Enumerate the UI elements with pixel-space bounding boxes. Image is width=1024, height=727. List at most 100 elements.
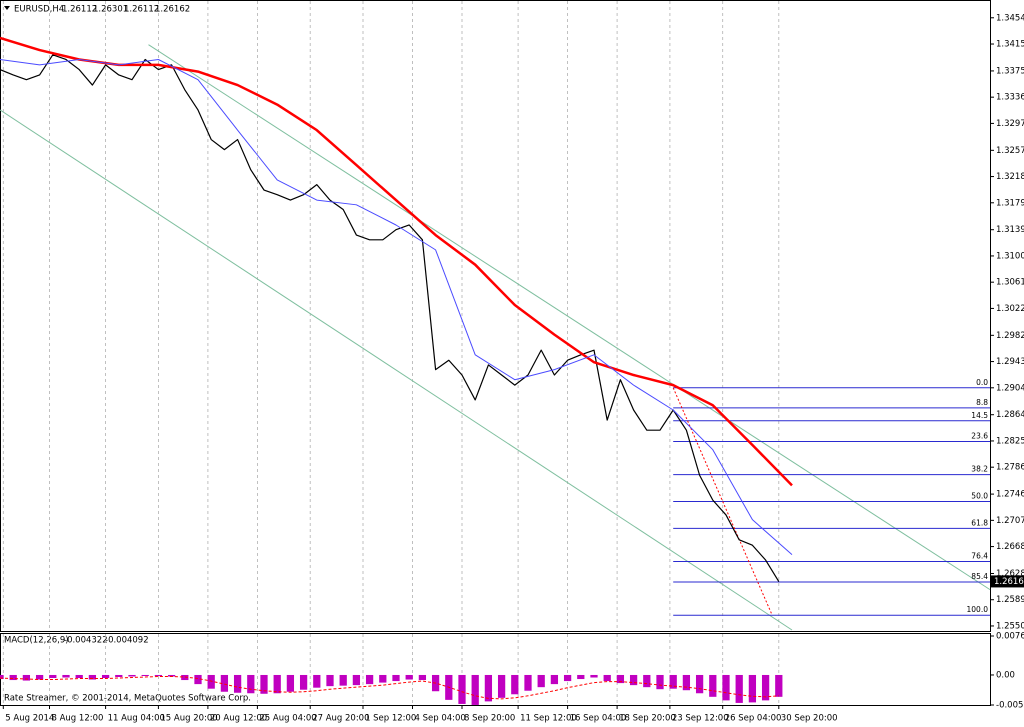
macd-bar [418,674,427,681]
y-tick-label: 1.25890 [996,595,1024,605]
fibo-label: 0.0 [976,378,988,387]
macd-bar [0,674,4,680]
macd-bar [563,674,572,682]
x-tick-label: 20 Aug 12:00 [210,714,267,724]
macd-bar [365,674,374,685]
macd-bar [88,674,97,680]
fibo-connector [672,387,773,616]
menu-arrow [4,6,10,10]
macd-bar [194,674,202,685]
y-tick-label: 1.30610 [996,278,1024,288]
macd-bar [286,674,295,692]
y-tick-label: 1.28250 [996,436,1024,446]
fibo-label: 76.4 [971,552,988,561]
macd-bar [643,674,651,688]
macd-bar [682,674,691,691]
x-tick-label: 1 Sep 12:00 [365,714,416,724]
fibo-label: 8.8 [976,398,988,407]
x-tick-label: 8 Aug 12:00 [52,714,104,724]
y-tick-label: 1.31790 [996,198,1024,208]
macd-bar [735,674,743,703]
y-tick-label: 1.34150 [996,40,1024,50]
macd-bar [695,674,704,694]
indicator-title: MACD(12,26,9) [4,636,69,646]
macd-bar [616,674,625,684]
ohlc-open: 1.26112 [62,5,97,15]
y-tick-label: 1.32570 [996,146,1024,156]
macd-header: MACD(12,26,9) -0.004322 -0.004092 [4,636,149,646]
macd-bar [352,674,361,686]
macd-bar [629,674,638,686]
macd-bar [141,674,149,676]
macd-bar [709,674,717,697]
price-line [0,58,793,556]
trendline [148,44,991,591]
symbol: EURUSD,H4 [14,5,64,15]
macd-bar [524,674,532,691]
macd-bar [22,674,31,681]
ohlc-close: 1.26162 [155,5,190,15]
y-tick-label: 1.27460 [996,490,1024,500]
fibo-label: 38.2 [971,465,988,474]
fibo-label: 50.0 [971,492,988,501]
macd-bar [392,674,400,682]
x-tick-label: 15 Aug 20:00 [160,714,217,724]
macd-bar [233,674,242,693]
macd-bar [49,674,57,679]
macd-bar [62,674,70,678]
y-tick-label: 1.28640 [996,410,1024,420]
indicator-frame [0,633,991,706]
macd-bar [101,674,110,679]
macd-bar [775,674,783,697]
macd-bar [181,674,189,681]
fibo-label: 23.6 [971,431,988,440]
y2-tick-label: 0.00767 [996,632,1024,642]
macd-bar [656,674,664,690]
y-tick-label: 1.31000 [996,251,1024,261]
macd-bar [748,674,757,703]
macd-bar [458,674,466,704]
x-tick-label: 30 Sep 20:00 [781,714,838,724]
y-tick-label: 1.29430 [996,357,1024,367]
y-tick-label: 1.32970 [996,119,1024,129]
y-tick-label: 1.26680 [996,542,1024,552]
footer: Rate Streamer, © 2001-2014, MetaQuotes S… [4,694,251,704]
macd-bar [9,674,17,681]
price-box [991,575,1024,588]
macd-bar [550,674,559,685]
macd-bar [128,674,136,677]
macd-bar [207,674,215,689]
fibo-label: 85.4 [971,572,988,581]
x-tick-label: 27 Aug 20:00 [312,714,369,724]
macd-bar [313,674,321,688]
macd-bar [761,674,770,701]
y-tick-label: 1.29820 [996,331,1024,341]
y-tick-label: 1.33750 [996,66,1024,76]
macd-bar [722,674,730,701]
y-tick-label: 1.26280 [996,569,1024,579]
macd-bar [669,674,677,689]
y-tick-label: 1.33360 [996,93,1024,103]
indicator-readout: -0.004322 [64,636,108,646]
x-tick-label: 26 Sep 04:00 [725,714,782,724]
macd-bar [299,674,308,690]
macd-bar [379,674,387,683]
macd-bar [484,674,493,702]
fibo-label: 100.0 [967,605,989,614]
y-tick-label: 1.34540 [996,13,1024,23]
x-tick-label: 18 Sep 20:00 [619,714,676,724]
macd-bar [167,674,176,677]
ohlc-low: 1.26112 [124,5,159,15]
header: EURUSD,H4 1.26112 1.26301 1.26112 1.2616… [4,5,190,15]
y2-tick-label: 0.00 [996,670,1015,680]
price-box-label: 1.26162 [994,577,1024,587]
macd-bar [260,674,268,694]
y-tick-label: 1.27070 [996,516,1024,526]
x-tick-label: 11 Sep 12:00 [520,714,577,724]
macd-bar [273,674,281,694]
x-tick-label: 16 Sep 04:00 [570,714,627,724]
macd-bar [326,674,334,687]
